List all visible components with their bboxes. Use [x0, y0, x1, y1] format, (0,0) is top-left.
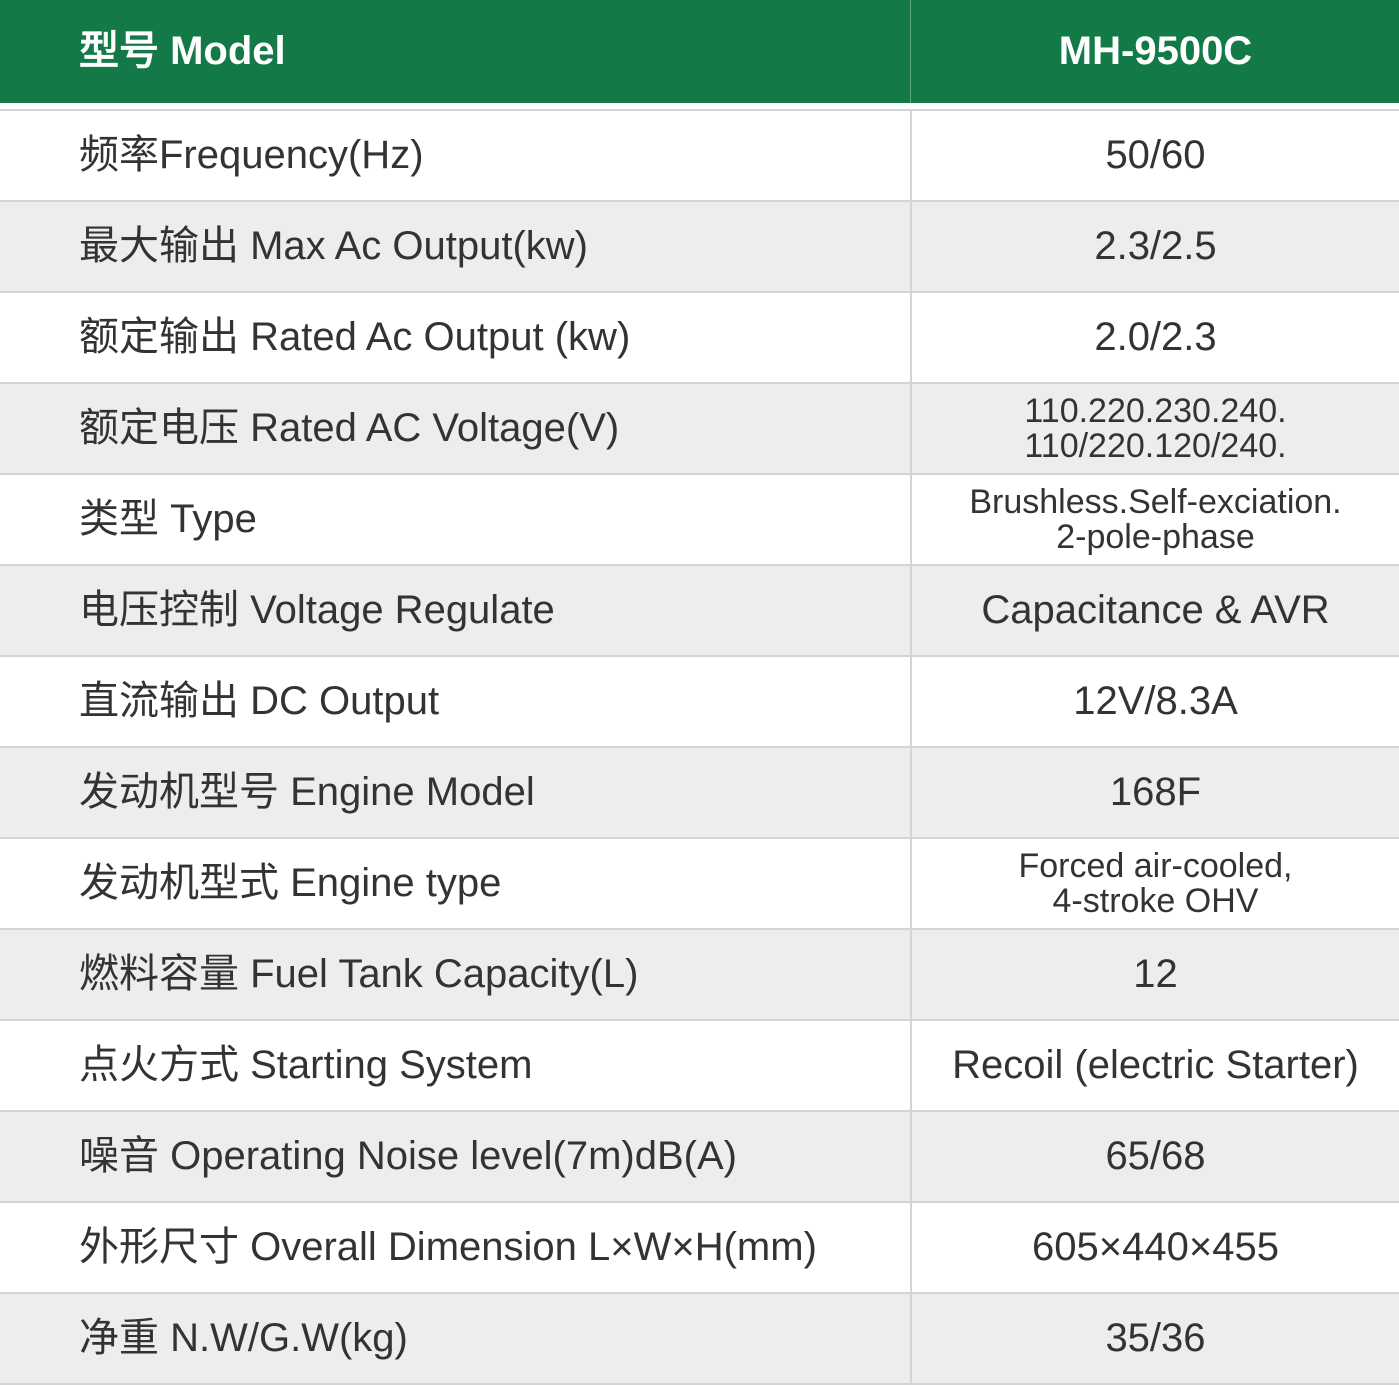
spec-value: Brushless.Self-exciation. 2-pole-phase — [912, 475, 1399, 564]
spec-label: 噪音 Operating Noise level(7m)dB(A) — [79, 1134, 737, 1178]
spec-value-line: Capacitance & AVR — [981, 588, 1330, 632]
spec-label: 直流输出 DC Output — [79, 679, 440, 723]
spec-value: 168F — [912, 748, 1399, 837]
table-row: 类型 Type Brushless.Self-exciation. 2-pole-p… — [0, 475, 1399, 566]
column-divider — [910, 111, 912, 200]
spec-table: 频率Frequency(Hz) 50/60 最大输出 Max Ac Output(k… — [0, 109, 1399, 1385]
spec-value: 65/68 — [912, 1112, 1399, 1201]
column-divider — [910, 475, 912, 564]
spec-value: 605×440×455 — [912, 1203, 1399, 1292]
spec-value-line: 605×440×455 — [1032, 1225, 1279, 1269]
table-row: 外形尺寸 Overall Dimension L×W×H(mm) 605×440×… — [0, 1203, 1399, 1294]
spec-label: 点火方式 Starting System — [79, 1043, 533, 1087]
spec-value: 110.220.230.240. 110/220.120/240. — [912, 384, 1399, 473]
spec-value-line: Forced air-cooled, — [1018, 846, 1293, 885]
spec-label: 额定电压 Rated AC Voltage(V) — [79, 406, 620, 450]
column-divider — [910, 1021, 912, 1110]
spec-label: 外形尺寸 Overall Dimension L×W×H(mm) — [79, 1225, 817, 1269]
table-row: 净重 N.W/G.W(kg) 35/36 — [0, 1294, 1399, 1385]
spec-value-line: Brushless.Self-exciation. — [969, 482, 1342, 521]
column-divider — [910, 202, 912, 291]
spec-value-line: 110.220.230.240. — [1024, 391, 1287, 430]
column-divider — [910, 748, 912, 837]
spec-value: 50/60 — [912, 111, 1399, 200]
header-label: 型号 Model — [79, 29, 286, 73]
spec-label: 燃料容量 Fuel Tank Capacity(L) — [79, 952, 639, 996]
spec-value-line: Recoil (electric Starter) — [952, 1043, 1359, 1087]
spec-label: 净重 N.W/G.W(kg) — [79, 1316, 408, 1360]
column-divider — [910, 1294, 912, 1383]
table-row: 频率Frequency(Hz) 50/60 — [0, 111, 1399, 202]
spec-value-line: 110/220.120/240. — [1024, 426, 1287, 465]
spec-label: 电压控制 Voltage Regulate — [79, 588, 555, 632]
table-row: 电压控制 Voltage Regulate Capacitance & AVR — [0, 566, 1399, 657]
header-model-value: MH-9500C — [1058, 29, 1253, 73]
spec-value-line: 168F — [1109, 770, 1202, 814]
column-divider — [910, 930, 912, 1019]
spec-value-line: 65/68 — [1105, 1134, 1206, 1178]
column-divider — [910, 384, 912, 473]
spec-value-line: 50/60 — [1105, 133, 1206, 177]
spec-value-line: 2.0/2.3 — [1094, 315, 1217, 359]
table-row: 额定电压 Rated AC Voltage(V) 110.220.230.240.… — [0, 384, 1399, 475]
table-row: 额定输出 Rated Ac Output (kw) 2.0/2.3 — [0, 293, 1399, 384]
spec-label: 发动机型号 Engine Model — [79, 770, 535, 814]
spec-value-line: 4-stroke OHV — [1052, 881, 1259, 920]
table-row: 发动机型式 Engine type Forced air-cooled, 4-str… — [0, 839, 1399, 930]
spec-label: 额定输出 Rated Ac Output (kw) — [79, 315, 631, 359]
spec-value: 12 — [912, 930, 1399, 1019]
table-row: 燃料容量 Fuel Tank Capacity(L) 12 — [0, 930, 1399, 1021]
spec-value: 2.3/2.5 — [912, 202, 1399, 291]
column-divider — [910, 293, 912, 382]
spec-label: 频率Frequency(Hz) — [79, 133, 424, 177]
spec-value: 12V/8.3A — [912, 657, 1399, 746]
spec-value-line: 2-pole-phase — [1056, 517, 1255, 556]
spec-value: 35/36 — [912, 1294, 1399, 1383]
spec-label: 最大输出 Max Ac Output(kw) — [79, 224, 588, 268]
column-divider — [910, 839, 912, 928]
table-header: 型号 Model MH-9500C — [0, 0, 1399, 103]
table-row: 发动机型号 Engine Model 168F — [0, 748, 1399, 839]
spec-label: 发动机型式 Engine type — [79, 861, 502, 905]
spec-value-line: 35/36 — [1105, 1316, 1206, 1360]
spec-value-line: 2.3/2.5 — [1094, 224, 1217, 268]
table-row: 最大输出 Max Ac Output(kw) 2.3/2.5 — [0, 202, 1399, 293]
spec-value: Forced air-cooled, 4-stroke OHV — [912, 839, 1399, 928]
table-row: 直流输出 DC Output 12V/8.3A — [0, 657, 1399, 748]
spec-value: Recoil (electric Starter) — [912, 1021, 1399, 1110]
column-divider — [910, 1203, 912, 1292]
spec-value: 2.0/2.3 — [912, 293, 1399, 382]
spec-label: 类型 Type — [79, 497, 257, 541]
column-divider — [910, 1112, 912, 1201]
table-row: 点火方式 Starting System Recoil (electric Sta… — [0, 1021, 1399, 1112]
table-row: 噪音 Operating Noise level(7m)dB(A) 65/68 — [0, 1112, 1399, 1203]
column-divider — [910, 566, 912, 655]
spec-value-line: 12V/8.3A — [1073, 679, 1238, 723]
column-divider — [910, 657, 912, 746]
column-divider — [910, 0, 911, 103]
spec-value: Capacitance & AVR — [912, 566, 1399, 655]
spec-value-line: 12 — [1133, 952, 1178, 996]
